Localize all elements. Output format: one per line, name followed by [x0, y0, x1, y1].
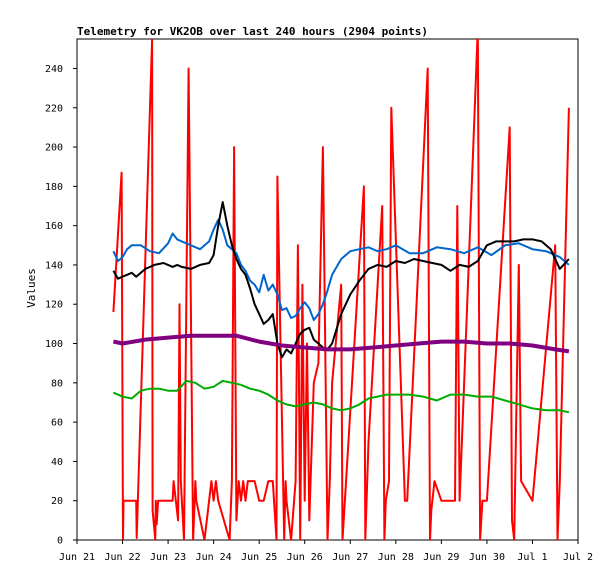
x-tick-label: Jun 28: [378, 552, 414, 563]
y-axis: 0 20 40 60 80 100 120 140 160 180 200 220 240: [45, 64, 77, 547]
chart-title: Telemetry for VK2OB over last 240 hours …: [77, 25, 428, 38]
y-tick-label: 120: [45, 300, 63, 311]
y-tick-label: 160: [45, 221, 63, 232]
x-tick-label: Jun 23: [150, 552, 186, 563]
y-tick-label: 20: [51, 496, 63, 507]
y-tick-label: 100: [45, 339, 63, 350]
y-tick-label: 240: [45, 64, 63, 75]
y-tick-label: 0: [57, 536, 63, 547]
y-tick-label: 40: [51, 457, 63, 468]
series-line-3: [112, 333, 570, 354]
series-line-0: [112, 39, 570, 540]
x-tick-label: Jun 30: [469, 552, 505, 563]
series-layer: [112, 39, 570, 540]
y-tick-label: 140: [45, 260, 63, 271]
x-tick-label: Jun 24: [196, 552, 232, 563]
y-tick-label: 200: [45, 143, 63, 154]
x-tick-label: Jul 1: [517, 552, 547, 563]
y-tick-label: 60: [51, 418, 63, 429]
y-tick-label: 80: [51, 378, 63, 389]
x-axis: Jun 21 Jun 22 Jun 23 Jun 24 Jun 25 Jun 26 Jun …: [59, 540, 593, 563]
x-tick-label: Jul 2: [563, 552, 593, 563]
x-tick-label: Jun 26: [287, 552, 323, 563]
y-axis-label: Values: [25, 268, 38, 308]
x-tick-label: Jun 29: [423, 552, 459, 563]
y-tick-label: 220: [45, 103, 63, 114]
x-tick-label: Jun 25: [241, 552, 277, 563]
y-tick-label: 180: [45, 182, 63, 193]
x-tick-label: Jun 27: [332, 552, 368, 563]
series-line-2: [112, 201, 570, 359]
series-line-4: [112, 379, 570, 414]
x-tick-label: Jun 22: [104, 552, 140, 563]
x-tick-label: Jun 21: [59, 552, 95, 563]
series-line-1: [112, 218, 570, 321]
